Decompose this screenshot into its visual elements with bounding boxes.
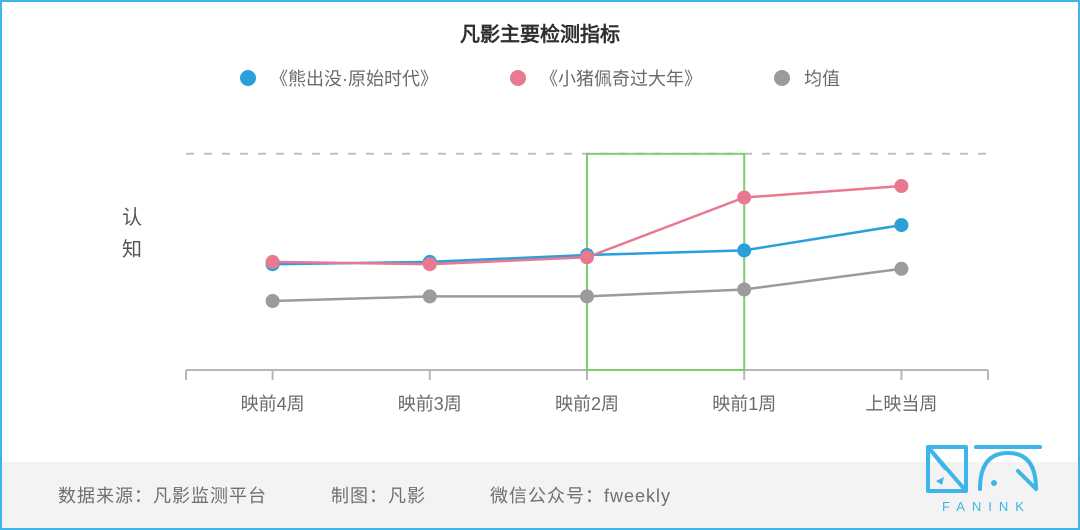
legend-item-mean: 均值 [774,65,840,91]
legend-dot-icon [240,70,256,86]
footer-bar: 数据来源：凡影监测平台 制图：凡影 微信公众号：fweekly [2,462,1078,528]
legend-label: 《小猪佩奇过大年》 [540,65,702,91]
plot-area [194,140,980,370]
brand-logo: FANINK [922,445,1044,514]
legend-item-bears: 《熊出没·原始时代》 [240,65,438,91]
fanink-logo-icon [922,445,1044,497]
footer-author: 制图：凡影 [331,482,426,508]
legend-label: 《熊出没·原始时代》 [270,65,438,91]
legend-dot-icon [510,70,526,86]
footer-label: 制图： [331,486,388,506]
y-axis-label: 认 知 [122,202,142,266]
x-axis-labels: 映前4周映前3周映前2周映前1周上映当周 [194,390,980,416]
brand-subtext: FANINK [922,499,1044,514]
footer-source: 数据来源：凡影监测平台 [58,482,267,508]
line-chart-svg [194,140,980,370]
ylabel-char: 认 [122,202,142,234]
legend: 《熊出没·原始时代》 《小猪佩奇过大年》 均值 [2,65,1078,91]
chart-title: 凡影主要检测指标 [2,2,1078,47]
footer-label: 数据来源： [58,486,153,506]
x-tick-label: 映前2周 [508,390,665,416]
legend-dot-icon [774,70,790,86]
x-tick-label: 映前3周 [351,390,508,416]
footer-value: 凡影监测平台 [153,486,267,506]
footer-value: fweekly [604,486,671,506]
chart-card: 凡影主要检测指标 《熊出没·原始时代》 《小猪佩奇过大年》 均值 认 知 映前4… [0,0,1080,530]
footer-value: 凡影 [388,486,426,506]
footer-wechat: 微信公众号：fweekly [490,482,671,508]
footer-label: 微信公众号： [490,486,604,506]
x-tick-label: 映前1周 [666,390,823,416]
legend-item-peppa: 《小猪佩奇过大年》 [510,65,702,91]
x-tick-label: 映前4周 [194,390,351,416]
legend-label: 均值 [804,65,840,91]
ylabel-char: 知 [122,234,142,266]
x-tick-label: 上映当周 [823,390,980,416]
